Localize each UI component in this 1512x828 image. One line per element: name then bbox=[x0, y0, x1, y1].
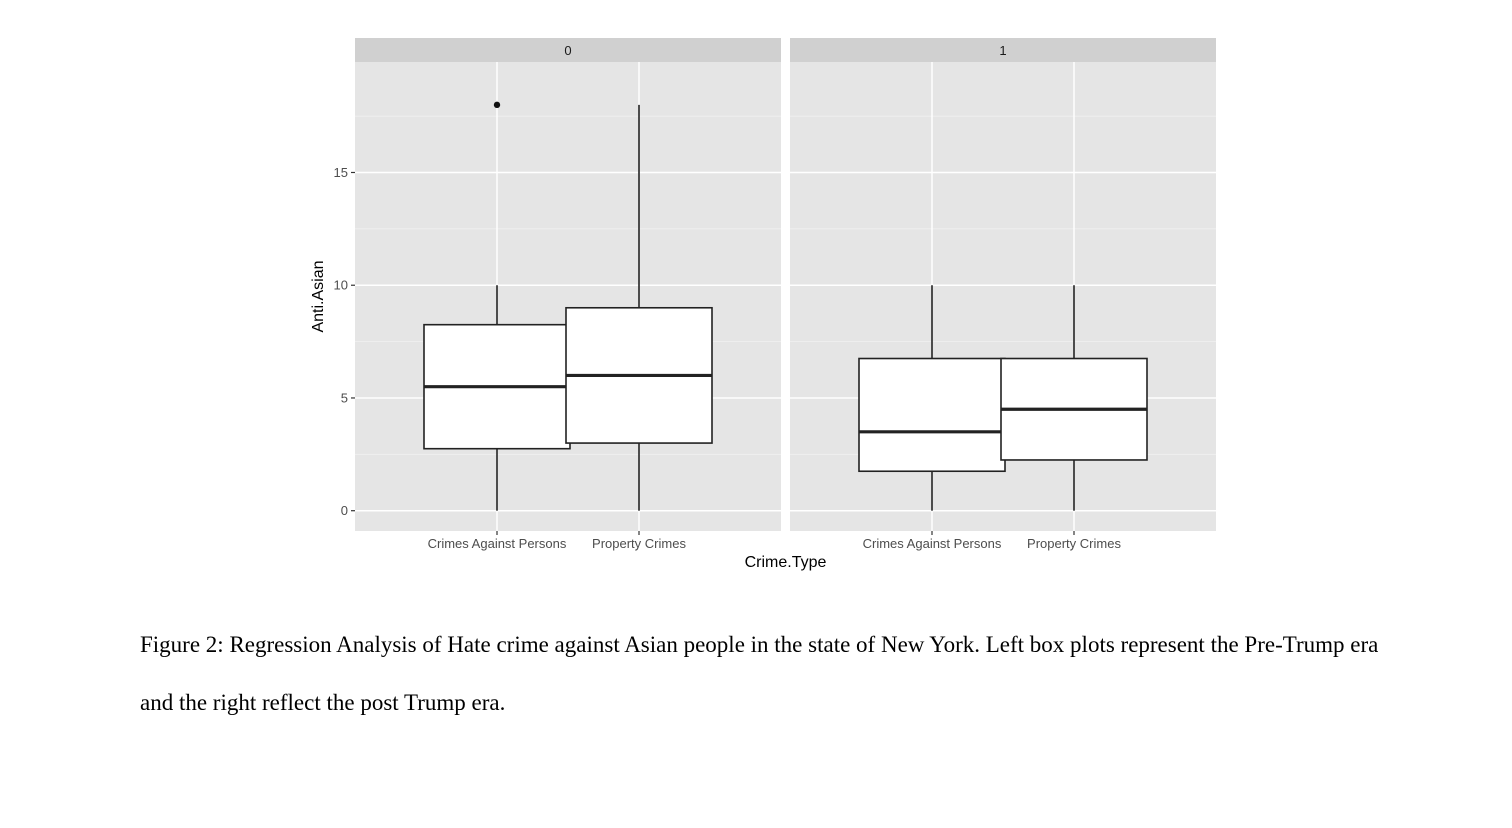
figure-caption: Figure 2: Regression Analysis of Hate cr… bbox=[140, 632, 1379, 715]
facet-label: 0 bbox=[564, 43, 571, 58]
facet-label: 1 bbox=[999, 43, 1006, 58]
x-tick-label: Property Crimes bbox=[592, 536, 686, 551]
x-tick-label: Crimes Against Persons bbox=[428, 536, 567, 551]
x-axis-title: Crime.Type bbox=[745, 554, 827, 571]
facet-strip bbox=[355, 38, 781, 62]
x-tick-label: Crimes Against Persons bbox=[863, 536, 1002, 551]
y-tick-label: 10 bbox=[334, 278, 348, 293]
panel-background bbox=[355, 62, 781, 531]
outlier-point bbox=[493, 101, 501, 109]
y-tick-label: 0 bbox=[341, 503, 348, 518]
y-tick-label: 15 bbox=[334, 165, 348, 180]
y-tick-label: 5 bbox=[341, 390, 348, 405]
box bbox=[858, 357, 1006, 473]
x-tick-label: Property Crimes bbox=[1027, 536, 1121, 551]
boxplot-chart: 0 Crimes Against Persons Property Crimes 1 C… bbox=[310, 38, 1216, 571]
facet-strip bbox=[790, 38, 1216, 62]
y-axis-title: Anti.Asian bbox=[310, 260, 327, 332]
